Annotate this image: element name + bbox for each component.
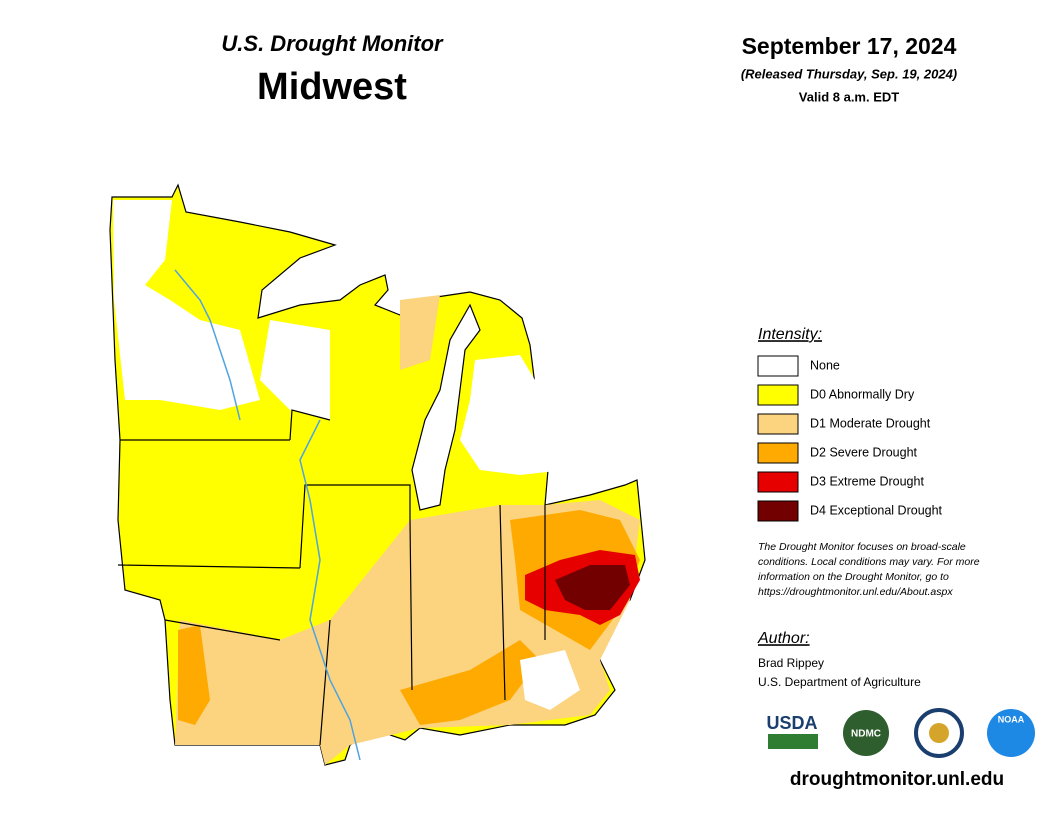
logos: USDA NDMC NOAA	[766, 708, 1035, 758]
commerce-seal-center	[929, 723, 949, 743]
map-area	[400, 295, 440, 370]
lake-michigan	[411, 303, 481, 511]
river	[174, 269, 361, 761]
map	[109, 183, 646, 766]
map-area	[400, 640, 540, 725]
legend-swatch	[757, 413, 799, 435]
usda-logo: USDA	[766, 713, 817, 733]
release-date: (Released Thursday, Sep. 19, 2024)	[741, 66, 957, 81]
author-name: Brad Rippey	[758, 656, 824, 670]
map-area	[460, 355, 570, 475]
usda-stripes	[768, 734, 818, 749]
legend-swatch	[757, 384, 799, 406]
legend-label: D2 Severe Drought	[810, 445, 918, 459]
note: The Drought Monitor focuses on broad-sca…	[758, 541, 980, 598]
map-area	[520, 650, 580, 710]
note-line: information on the Drought Monitor, go t…	[758, 571, 949, 583]
legend-label: D0 Abnormally Dry	[810, 387, 915, 401]
author-title: Author:	[757, 630, 810, 647]
map-area	[555, 565, 630, 610]
legend-swatch	[757, 355, 799, 377]
ndmc-logo-bg	[843, 710, 889, 756]
product-title: U.S. Drought Monitor	[221, 31, 444, 56]
note-line: The Drought Monitor focuses on broad-sca…	[758, 541, 966, 553]
noaa-logo: NOAA	[998, 714, 1025, 724]
map-area	[178, 625, 210, 725]
legend-label: None	[810, 358, 840, 372]
legend-label: D3 Extreme Drought	[810, 474, 924, 488]
legend-label: D4 Exceptional Drought	[810, 503, 943, 517]
noaa-logo-bg	[987, 709, 1035, 757]
legend: None D0 Abnormally Dry D1 Moderate Drought…	[757, 355, 943, 522]
site-url: droughtmonitor.unl.edu	[790, 769, 1004, 790]
region-title: Midwest	[257, 66, 407, 108]
ndmc-logo: NDMC	[851, 729, 881, 740]
state-border	[117, 409, 546, 746]
note-line: conditions. Local conditions may vary. F…	[758, 556, 980, 568]
legend-swatch	[757, 442, 799, 464]
legend-swatch	[757, 471, 799, 493]
map-area	[260, 320, 330, 420]
note-line: https://droughtmonitor.unl.edu/About.asp…	[758, 586, 953, 598]
valid-time: Valid 8 a.m. EDT	[799, 89, 899, 104]
map-date: September 17, 2024	[742, 33, 957, 59]
legend-title: Intensity:	[758, 326, 822, 343]
author-org: U.S. Department of Agriculture	[758, 675, 921, 689]
legend-label: D1 Moderate Drought	[810, 416, 931, 430]
legend-swatch	[757, 500, 799, 522]
